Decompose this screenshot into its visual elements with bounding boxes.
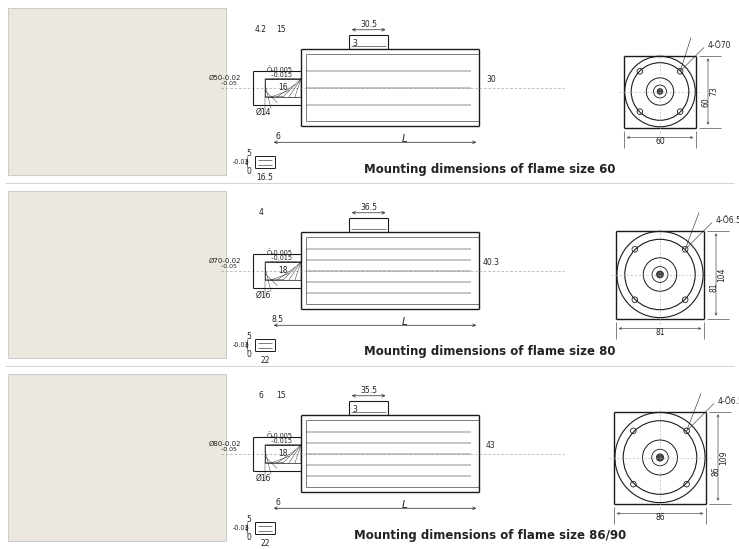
Text: 22: 22 [260,356,270,365]
Text: Ø16: Ø16 [256,292,271,300]
Text: 104: 104 [718,267,726,282]
Text: L: L [402,500,408,510]
Text: 60: 60 [701,97,710,107]
Circle shape [656,271,664,278]
Text: 86: 86 [712,467,721,476]
Text: -0.015: -0.015 [267,438,292,444]
Text: 86: 86 [655,513,665,522]
Circle shape [657,88,663,94]
Text: 30.5: 30.5 [360,20,377,29]
Text: Mounting dimensions of flame size 80: Mounting dimensions of flame size 80 [364,345,616,358]
Text: 16: 16 [278,83,287,92]
Text: -0.015: -0.015 [267,255,292,261]
Text: 35.5: 35.5 [360,386,377,395]
Bar [8,191,226,358]
Text: Ø70-0.02: Ø70-0.02 [208,258,241,264]
Text: 22: 22 [260,539,270,548]
Circle shape [656,454,664,461]
Text: 4-Ö70: 4-Ö70 [708,41,732,50]
Text: 15: 15 [276,391,286,400]
Text: 8.5: 8.5 [272,315,284,324]
Text: 18: 18 [279,266,287,276]
Text: 4.2: 4.2 [255,25,267,34]
Text: 81: 81 [655,328,665,337]
Text: 0: 0 [246,533,251,542]
Text: 6: 6 [276,132,280,141]
Text: Ø16: Ø16 [256,474,271,483]
Text: 3: 3 [353,39,358,48]
Text: 4-Ö6.5: 4-Ö6.5 [718,397,739,406]
Bar [8,374,226,541]
Text: 15: 15 [276,25,286,34]
Text: 60: 60 [655,137,665,146]
Text: L: L [402,135,408,144]
Text: 81: 81 [709,283,718,293]
Text: -0.03: -0.03 [232,525,249,531]
Text: 30: 30 [486,75,496,85]
Text: 3: 3 [353,405,358,414]
Text: -0.05: -0.05 [213,447,237,452]
Text: 5: 5 [246,332,251,341]
Text: 6: 6 [259,391,263,400]
Text: -0.03: -0.03 [232,159,249,165]
Text: Ø14: Ø14 [256,108,271,117]
Text: -0.05: -0.05 [213,264,237,270]
Text: 18: 18 [279,449,287,458]
Text: 43: 43 [486,441,496,450]
Text: 40.3: 40.3 [483,259,500,267]
Text: Õ-0.005: Õ-0.005 [267,432,293,439]
Text: 6: 6 [276,498,280,507]
Text: 73: 73 [709,87,718,97]
Text: -0.015: -0.015 [267,71,292,77]
Text: 4: 4 [259,208,263,217]
Text: Õ-0.005: Õ-0.005 [267,249,293,256]
Text: Mounting dimensions of flame size 60: Mounting dimensions of flame size 60 [364,163,616,176]
Text: -0.05: -0.05 [213,81,237,86]
Text: 0: 0 [246,350,251,358]
Text: Mounting dimensions of flame size 86/90: Mounting dimensions of flame size 86/90 [354,529,626,541]
Text: Ø80-0.02: Ø80-0.02 [208,441,241,447]
Bar [8,8,226,175]
Text: 109: 109 [720,450,729,465]
Text: Ø50-0.02: Ø50-0.02 [209,75,241,81]
Text: 16.5: 16.5 [256,173,273,182]
Text: Õ-0.005: Õ-0.005 [267,66,293,73]
Text: 0: 0 [246,167,251,176]
Text: 5: 5 [246,149,251,158]
Text: 4-Ö6.5: 4-Ö6.5 [716,216,739,225]
Text: 5: 5 [246,515,251,524]
Text: 36.5: 36.5 [360,203,377,212]
Text: -0.03: -0.03 [232,342,249,348]
Text: L: L [402,317,408,327]
